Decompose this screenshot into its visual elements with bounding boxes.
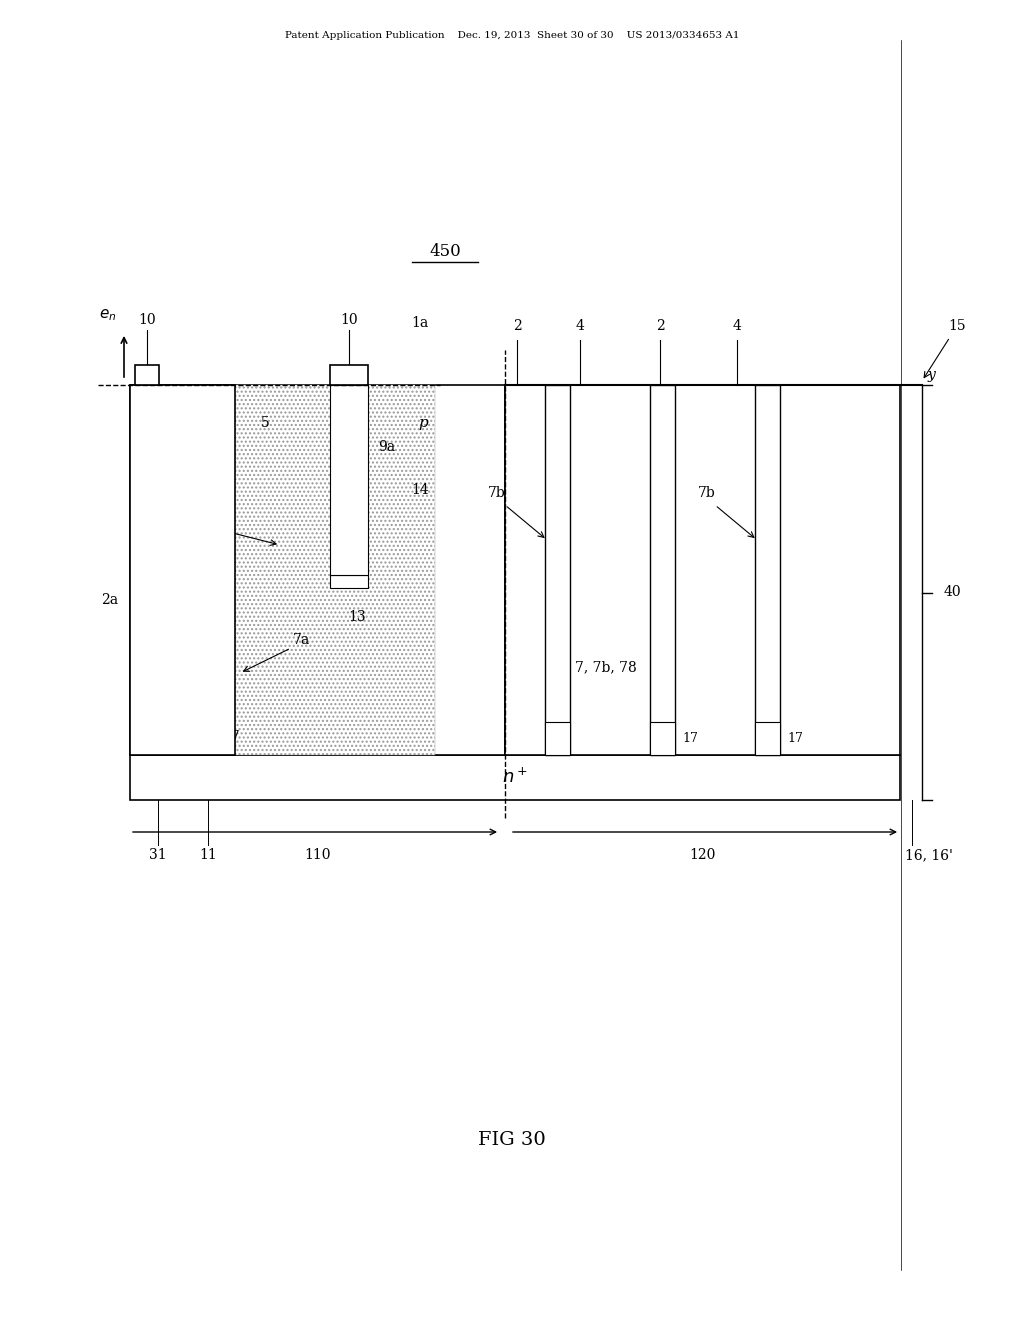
Text: 17: 17	[550, 731, 565, 744]
Text: 2: 2	[513, 319, 521, 333]
Bar	[505, 385, 900, 755]
Text: 5: 5	[261, 416, 269, 430]
Text: 40: 40	[944, 586, 962, 599]
Text: Patent Application Publication    Dec. 19, 2013  Sheet 30 of 30    US 2013/03346: Patent Application Publication Dec. 19, …	[285, 30, 739, 40]
Bar	[330, 576, 368, 589]
Text: $e_n$: $e_n$	[99, 308, 117, 323]
Text: 7b: 7b	[698, 486, 716, 500]
Text: 7, 7b, 78: 7, 7b, 78	[575, 660, 637, 675]
Bar	[545, 722, 570, 755]
Text: 17: 17	[222, 730, 240, 744]
Text: $n^+$: $n^+$	[502, 768, 528, 787]
Text: 13: 13	[348, 610, 366, 624]
Bar	[755, 722, 780, 755]
Bar	[545, 385, 570, 755]
Bar	[234, 385, 435, 755]
Text: 4: 4	[575, 319, 585, 333]
Text: 16, 16': 16, 16'	[905, 847, 953, 862]
Bar	[130, 755, 900, 800]
Text: y: y	[928, 368, 936, 381]
Text: 2a: 2a	[101, 593, 118, 607]
Text: 11: 11	[199, 847, 217, 862]
Bar	[330, 385, 368, 576]
Text: 1a: 1a	[412, 315, 429, 330]
Text: p: p	[418, 416, 428, 430]
Text: 110: 110	[304, 847, 331, 862]
Text: 120: 120	[689, 847, 716, 862]
Bar	[650, 722, 675, 755]
Text: 1: 1	[204, 513, 212, 527]
Text: 31: 31	[150, 847, 167, 862]
Text: 4: 4	[732, 319, 741, 333]
Bar	[650, 385, 675, 755]
Text: 14: 14	[411, 483, 429, 498]
Text: p: p	[157, 416, 167, 430]
Text: 15: 15	[948, 319, 966, 333]
Text: 10: 10	[138, 313, 156, 327]
Text: 450: 450	[429, 243, 461, 260]
Text: 7b: 7b	[488, 486, 506, 500]
Text: $n^-$: $n^-$	[152, 723, 172, 737]
Text: 10: 10	[340, 313, 357, 327]
Text: 17: 17	[787, 731, 804, 744]
Bar	[330, 366, 368, 385]
Text: 7a: 7a	[293, 634, 310, 647]
Bar	[755, 385, 780, 755]
Bar	[135, 366, 159, 385]
Bar	[130, 385, 234, 755]
Bar	[130, 385, 505, 755]
Text: 17: 17	[683, 731, 698, 744]
Text: 9a: 9a	[378, 440, 395, 454]
Text: 2: 2	[655, 319, 665, 333]
Text: FIG 30: FIG 30	[478, 1131, 546, 1148]
